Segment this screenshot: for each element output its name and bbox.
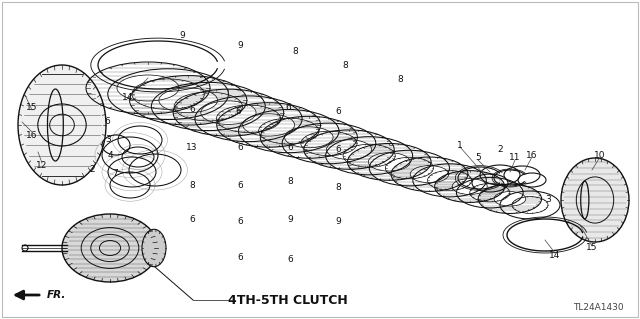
Text: 6: 6 xyxy=(287,144,293,152)
Text: 6: 6 xyxy=(104,117,110,127)
Text: 6: 6 xyxy=(189,106,195,115)
Text: 3: 3 xyxy=(105,136,111,145)
Text: 8: 8 xyxy=(189,181,195,189)
Text: 6: 6 xyxy=(335,108,341,116)
Text: 9: 9 xyxy=(179,31,185,40)
Text: 8: 8 xyxy=(292,48,298,56)
Text: 8: 8 xyxy=(397,76,403,85)
Text: 12: 12 xyxy=(36,160,48,169)
Text: 6: 6 xyxy=(235,108,241,116)
Text: 6: 6 xyxy=(237,254,243,263)
Text: 1: 1 xyxy=(457,140,463,150)
Text: 2: 2 xyxy=(89,166,95,174)
Text: 14: 14 xyxy=(549,250,561,259)
Text: 4TH-5TH CLUTCH: 4TH-5TH CLUTCH xyxy=(228,293,348,307)
Ellipse shape xyxy=(62,214,158,282)
Text: 6: 6 xyxy=(237,181,243,189)
Text: 16: 16 xyxy=(526,151,538,160)
Text: 6: 6 xyxy=(287,256,293,264)
Text: 6: 6 xyxy=(237,218,243,226)
Text: 2: 2 xyxy=(497,145,503,154)
Text: TL24A1430: TL24A1430 xyxy=(573,303,623,313)
Text: 14: 14 xyxy=(122,93,134,101)
Text: 8: 8 xyxy=(287,177,293,187)
Text: FR.: FR. xyxy=(47,290,67,300)
Text: 13: 13 xyxy=(186,144,198,152)
Text: 8: 8 xyxy=(335,183,341,192)
Text: 9: 9 xyxy=(237,41,243,49)
Text: 16: 16 xyxy=(26,130,38,139)
Text: 4: 4 xyxy=(107,151,113,160)
Text: 11: 11 xyxy=(509,153,521,162)
Text: 5: 5 xyxy=(475,153,481,162)
Text: 3: 3 xyxy=(545,196,551,204)
Text: 9: 9 xyxy=(287,216,293,225)
Text: 6: 6 xyxy=(335,145,341,154)
Text: 6: 6 xyxy=(189,216,195,225)
Text: 8: 8 xyxy=(342,61,348,70)
Text: 9: 9 xyxy=(335,218,341,226)
Text: 7: 7 xyxy=(112,168,118,177)
Text: 15: 15 xyxy=(26,103,38,113)
Ellipse shape xyxy=(142,229,166,267)
Text: 6: 6 xyxy=(237,144,243,152)
Text: 6: 6 xyxy=(285,103,291,113)
Ellipse shape xyxy=(18,65,106,185)
Text: 15: 15 xyxy=(586,243,598,253)
Ellipse shape xyxy=(561,158,629,242)
Text: 10: 10 xyxy=(595,151,605,160)
